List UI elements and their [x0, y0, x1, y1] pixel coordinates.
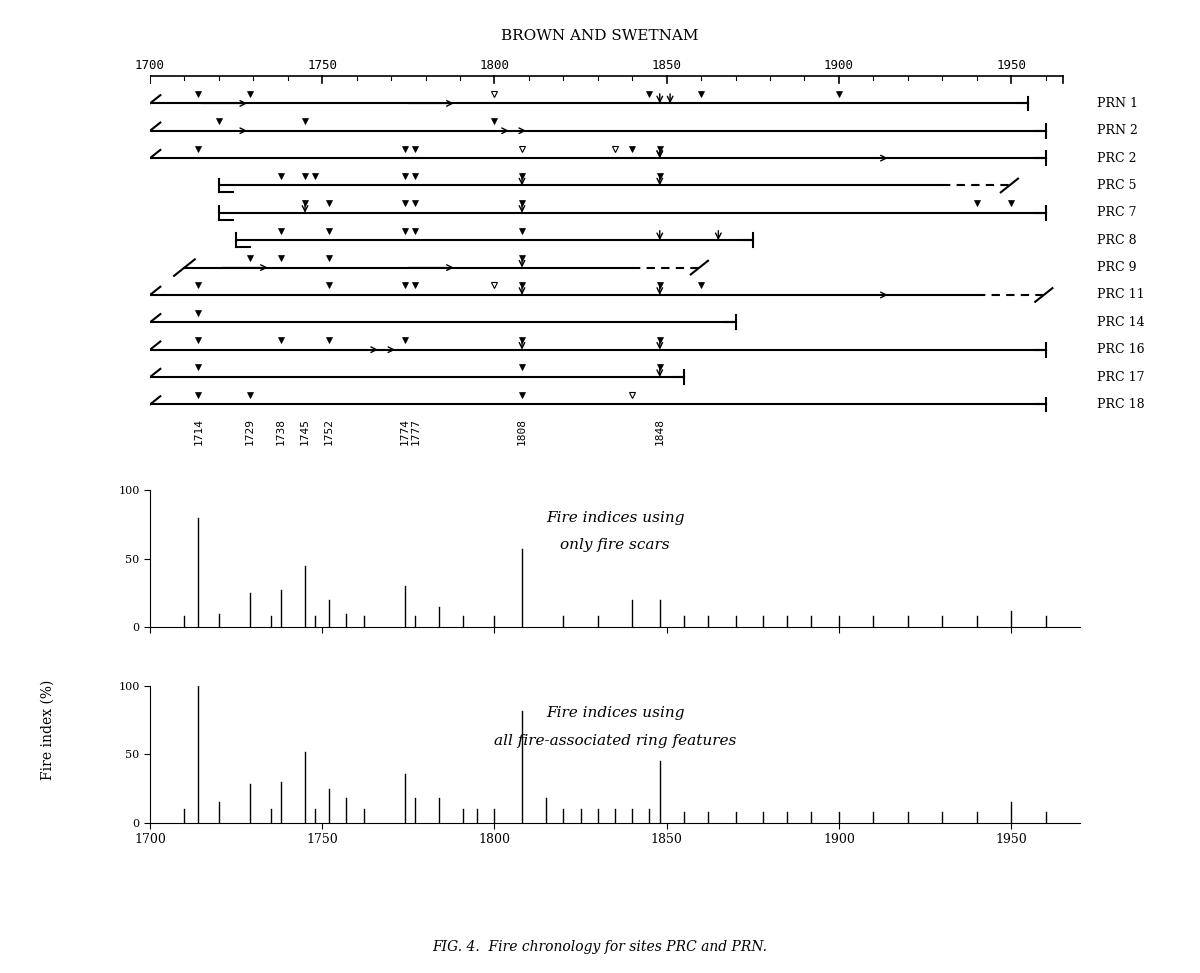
Text: 1808: 1808: [517, 418, 527, 445]
Text: PRC 2: PRC 2: [1097, 152, 1136, 164]
Text: PRC 16: PRC 16: [1097, 343, 1145, 356]
Text: FIG. 4.  Fire chronology for sites PRC and PRN.: FIG. 4. Fire chronology for sites PRC an…: [432, 940, 768, 954]
Text: Fire indices using: Fire indices using: [546, 511, 684, 525]
Text: 1714: 1714: [193, 418, 203, 445]
Text: 1738: 1738: [276, 418, 286, 445]
Text: 1745: 1745: [300, 418, 310, 445]
Text: PRC 11: PRC 11: [1097, 288, 1145, 302]
Text: PRC 7: PRC 7: [1097, 206, 1136, 219]
Text: 1900: 1900: [824, 59, 854, 72]
Text: 1950: 1950: [996, 59, 1026, 72]
Text: 1800: 1800: [480, 59, 510, 72]
Text: 1777: 1777: [410, 418, 420, 445]
Text: PRC 5: PRC 5: [1097, 179, 1136, 192]
Text: 1774: 1774: [400, 418, 410, 445]
Text: 1700: 1700: [134, 59, 166, 72]
Text: only fire scars: only fire scars: [560, 538, 670, 553]
Text: Fire index (%): Fire index (%): [41, 679, 55, 780]
Text: PRC 8: PRC 8: [1097, 234, 1136, 247]
Text: Fire indices using: Fire indices using: [546, 706, 684, 720]
Text: PRC 14: PRC 14: [1097, 316, 1145, 329]
Text: 1848: 1848: [655, 418, 665, 445]
Text: 1850: 1850: [652, 59, 682, 72]
Text: 1752: 1752: [324, 418, 334, 445]
Text: 1729: 1729: [245, 418, 254, 445]
Text: PRN 1: PRN 1: [1097, 97, 1139, 110]
Text: PRN 2: PRN 2: [1097, 125, 1138, 137]
Text: PRC 9: PRC 9: [1097, 261, 1136, 274]
Text: 1750: 1750: [307, 59, 337, 72]
Text: BROWN AND SWETNAM: BROWN AND SWETNAM: [502, 29, 698, 43]
Text: PRC 17: PRC 17: [1097, 371, 1145, 383]
Text: PRC 18: PRC 18: [1097, 398, 1145, 411]
Text: all fire-associated ring features: all fire-associated ring features: [494, 734, 736, 748]
